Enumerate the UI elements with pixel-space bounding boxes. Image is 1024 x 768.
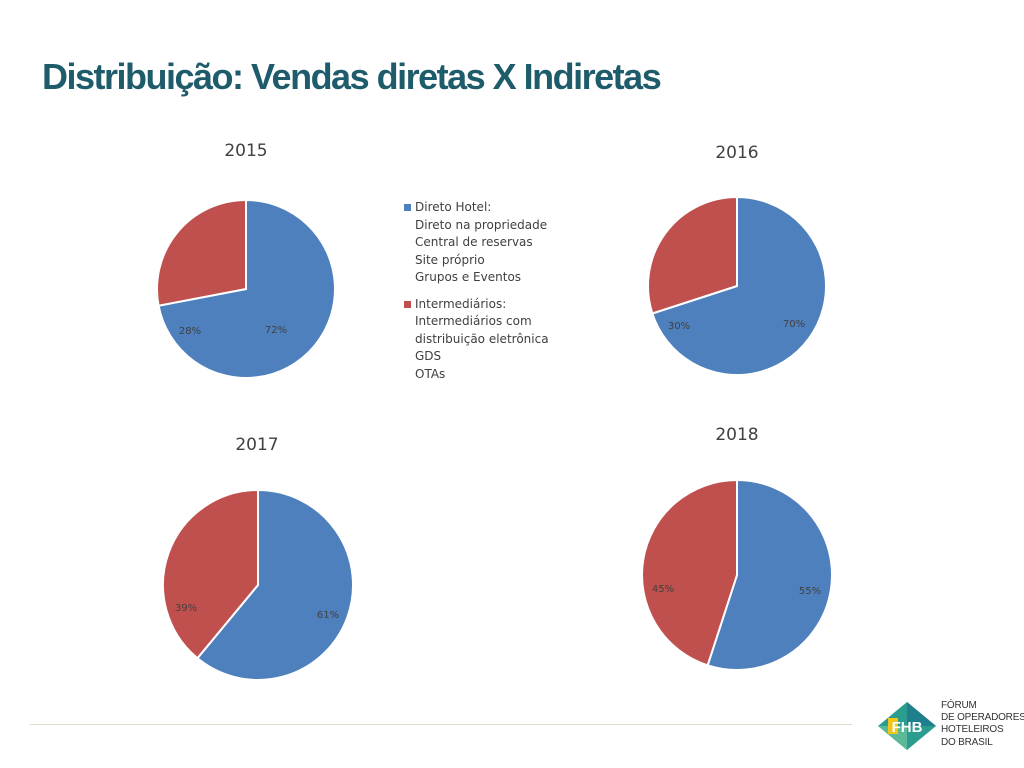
- data-label-indirect: 28%: [179, 326, 201, 337]
- data-label-indirect: 45%: [652, 584, 674, 595]
- legend-line: OTAs: [415, 366, 446, 381]
- pie-title-2018: 2018: [715, 425, 759, 445]
- data-label-indirect: 30%: [668, 321, 690, 332]
- legend-line: Intermediários com: [415, 314, 532, 328]
- footer-divider: [30, 724, 852, 725]
- logo-line: DO BRASIL: [941, 736, 993, 748]
- logo-monogram: FHB: [892, 719, 923, 736]
- legend-line: Site próprio: [415, 252, 485, 267]
- legend-swatch-indirect: [404, 300, 411, 308]
- fohb-logo-icon: FHB: [878, 702, 936, 750]
- data-label-direct: 55%: [799, 586, 821, 597]
- pie-slice-direct: [706, 478, 833, 671]
- logo-line: FÓRUM: [941, 700, 977, 711]
- pie-chart-2015: 72% 28%: [156, 198, 336, 379]
- pie-chart-2018: 55% 45%: [641, 478, 833, 671]
- pie-slice-indirect: [156, 198, 247, 307]
- data-label-direct: 72%: [265, 325, 287, 336]
- legend-line: Central de reservas: [415, 235, 533, 249]
- legend-line: Direto na propriedade: [415, 217, 548, 232]
- legend-line: Grupos e Eventos: [415, 270, 522, 284]
- legend-line: Direto Hotel:: [415, 200, 492, 214]
- legend-line: GDS: [415, 349, 442, 363]
- logo-text: FÓRUM DE OPERADORES HOTELEIROS DO BRASIL: [941, 700, 1024, 749]
- legend-line: distribuição eletrônica: [415, 331, 549, 346]
- data-label-indirect: 39%: [175, 603, 197, 614]
- pie-slice-indirect: [641, 478, 738, 667]
- data-label-direct: 70%: [783, 319, 805, 330]
- pie-slice-direct: [196, 488, 354, 681]
- data-label-direct: 61%: [317, 610, 339, 621]
- legend-swatch-direct: [404, 204, 411, 211]
- pie-slice-direct: [651, 195, 827, 376]
- pie-title-2015: 2015: [224, 141, 268, 161]
- legend-entry-indirect: Intermediários: Intermediários com distr…: [404, 296, 549, 384]
- chart-legend: Direto Hotel: Direto na propriedade Cent…: [404, 199, 549, 383]
- pie-slice-indirect: [162, 488, 259, 660]
- pie-chart-2016: 70% 30%: [647, 195, 827, 376]
- legend-entry-direct: Direto Hotel: Direto na propriedade Cent…: [404, 199, 549, 287]
- pie-title-2016: 2016: [715, 143, 759, 163]
- pie-title-2017: 2017: [235, 435, 279, 455]
- pie-chart-2017: 61% 39%: [162, 488, 354, 681]
- logo-line: HOTELEIROS: [941, 724, 1004, 736]
- logo-line: DE OPERADORES: [941, 712, 1024, 724]
- pie-slice-indirect: [647, 195, 738, 315]
- legend-line: Intermediários:: [415, 296, 507, 311]
- slide-title: Distribuição: Vendas diretas X Indiretas: [42, 56, 662, 97]
